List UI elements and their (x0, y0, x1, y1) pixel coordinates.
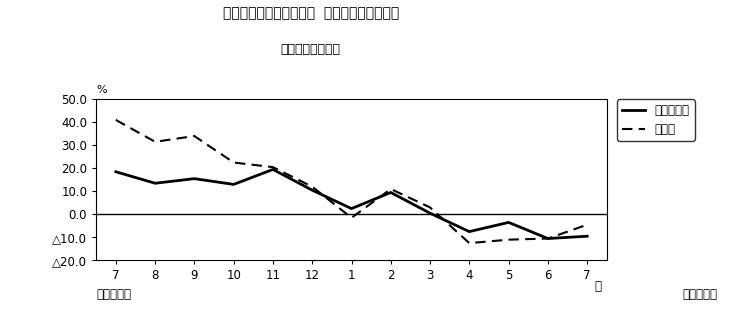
Text: %: % (96, 85, 107, 95)
Text: （規模５人以上）: （規模５人以上） (280, 43, 341, 56)
Text: 月: 月 (594, 280, 601, 293)
Text: 平成２３年: 平成２３年 (683, 288, 718, 301)
Text: 第２図　所定外労働時間  対前年同月比の推移: 第２図 所定外労働時間 対前年同月比の推移 (223, 6, 399, 20)
Text: 平成２２年: 平成２２年 (96, 288, 131, 301)
Legend: 調査産業計, 製造業: 調査産業計, 製造業 (617, 99, 695, 140)
